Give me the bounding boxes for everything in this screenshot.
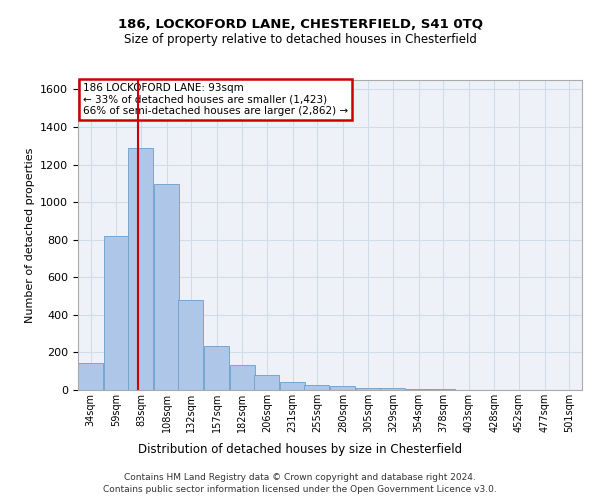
Bar [78,363,103,390]
Bar [230,364,255,390]
Bar [178,300,203,390]
Bar [254,376,279,390]
Bar [280,382,305,390]
Bar [104,236,129,390]
Text: Distribution of detached houses by size in Chesterfield: Distribution of detached houses by size … [138,442,462,456]
Text: Contains public sector information licensed under the Open Government Licence v3: Contains public sector information licen… [103,485,497,494]
Bar [356,388,381,390]
Text: 186 LOCKOFORD LANE: 93sqm
← 33% of detached houses are smaller (1,423)
66% of se: 186 LOCKOFORD LANE: 93sqm ← 33% of detac… [83,83,348,116]
Bar [154,184,179,390]
Bar [406,389,431,390]
Text: 186, LOCKOFORD LANE, CHESTERFIELD, S41 0TQ: 186, LOCKOFORD LANE, CHESTERFIELD, S41 0… [118,18,482,30]
Bar [128,148,153,390]
Y-axis label: Number of detached properties: Number of detached properties [25,148,35,322]
Bar [204,346,229,390]
Text: Contains HM Land Registry data © Crown copyright and database right 2024.: Contains HM Land Registry data © Crown c… [124,472,476,482]
Bar [304,385,329,390]
Bar [380,388,405,390]
Text: Size of property relative to detached houses in Chesterfield: Size of property relative to detached ho… [124,32,476,46]
Bar [330,386,355,390]
